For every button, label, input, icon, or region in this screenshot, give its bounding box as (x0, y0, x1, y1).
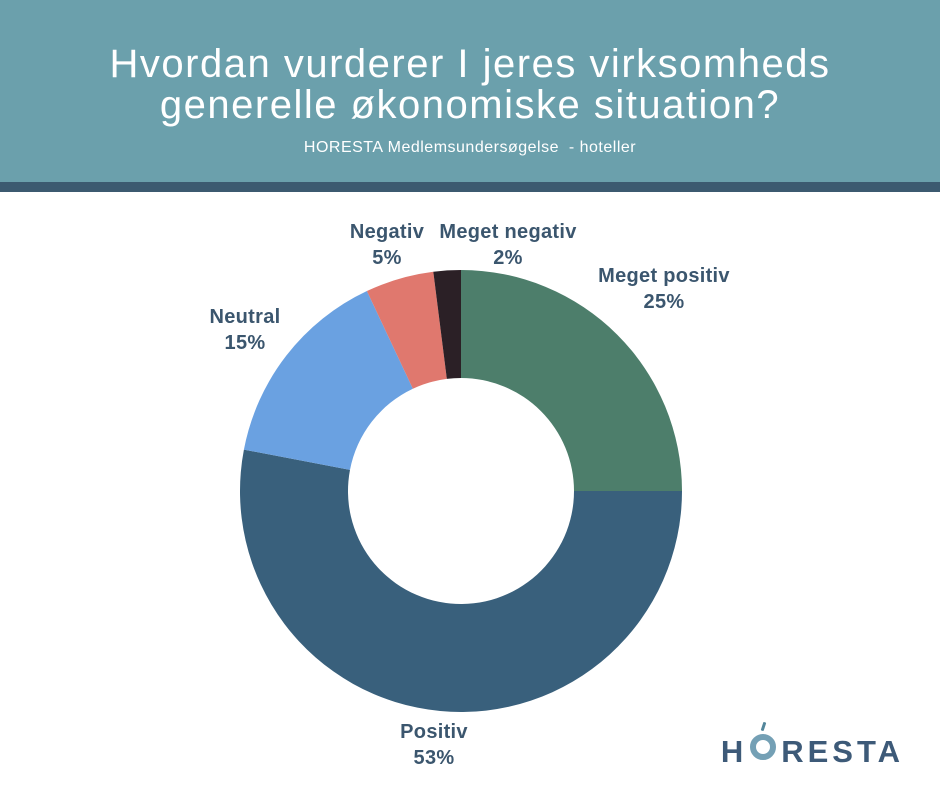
slice-label-meget-negativ-name: Meget negativ (439, 221, 577, 243)
header-banner: Hvordan vurderer I jeres virksomheds gen… (0, 0, 940, 182)
slice-label-meget-positiv: Meget positiv 25% (598, 263, 730, 315)
slice-label-neutral-pct: 15% (224, 332, 266, 354)
donut-slice-positiv (240, 449, 682, 712)
slice-label-neutral: Neutral 15% (209, 304, 280, 356)
page-title: Hvordan vurderer I jeres virksomheds gen… (0, 0, 940, 126)
slice-label-positiv: Positiv 53% (400, 719, 468, 771)
donut-slice-negativ (366, 271, 447, 389)
logo-suffix: RESTA (781, 734, 904, 769)
donut-slice-neutral (243, 291, 413, 470)
donut-slice-meget-negativ (433, 270, 461, 379)
slice-label-meget-positiv-pct: 25% (643, 291, 685, 313)
slice-label-meget-negativ-pct: 2% (493, 247, 523, 269)
header-divider (0, 182, 940, 192)
slice-label-negativ-name: Negativ (349, 221, 425, 243)
page-title-line-2: generelle økonomiske situation? (159, 83, 781, 127)
page-subtitle: HORESTA Medlemsundersøgelse - hoteller (303, 139, 637, 156)
logo-prefix: H (720, 734, 748, 769)
logo-accent-icon (760, 721, 767, 732)
slice-label-meget-positiv-name: Meget positiv (598, 265, 730, 287)
slice-label-positiv-name: Positiv (400, 721, 468, 743)
logo-o-ring-icon (750, 721, 777, 760)
horesta-logo: H RESTA (721, 717, 904, 767)
donut-slice-meget-positiv (461, 270, 682, 491)
page-title-line-1: Hvordan vurderer I jeres virksomheds (109, 42, 831, 86)
slice-label-positiv-pct: 53% (413, 747, 455, 769)
slice-label-negativ: Negativ 5% (350, 219, 424, 271)
slice-label-negativ-pct: 5% (372, 247, 402, 269)
slice-label-meget-negativ: Meget negativ 2% (439, 219, 576, 271)
slice-label-neutral-name: Neutral (209, 306, 281, 328)
